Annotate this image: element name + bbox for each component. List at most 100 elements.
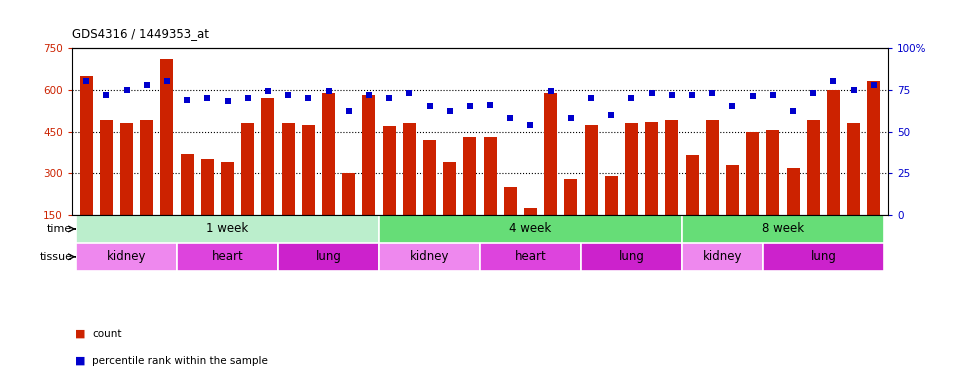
Bar xyxy=(581,243,682,271)
Point xyxy=(442,108,457,114)
Point xyxy=(564,115,579,121)
Point xyxy=(725,103,740,109)
Point xyxy=(805,90,821,96)
Text: kidney: kidney xyxy=(703,250,742,263)
Point xyxy=(321,88,336,94)
Bar xyxy=(625,123,638,215)
Bar xyxy=(76,215,379,243)
Bar xyxy=(444,162,456,215)
Point xyxy=(260,88,276,94)
Bar xyxy=(645,122,659,215)
Bar xyxy=(605,176,618,215)
Bar xyxy=(160,59,174,215)
Point xyxy=(664,92,680,98)
Point xyxy=(684,92,700,98)
Point xyxy=(341,108,356,114)
Bar xyxy=(806,121,820,215)
Bar xyxy=(685,155,699,215)
Bar xyxy=(80,76,93,215)
Bar xyxy=(382,126,396,215)
Point xyxy=(159,78,175,84)
Point xyxy=(846,87,861,93)
Point xyxy=(483,102,498,108)
Bar xyxy=(786,168,800,215)
Text: lung: lung xyxy=(810,250,836,263)
Text: time: time xyxy=(47,224,72,234)
Bar xyxy=(682,215,884,243)
Bar xyxy=(140,121,154,215)
Text: kidney: kidney xyxy=(410,250,449,263)
Bar xyxy=(241,123,254,215)
Text: lung: lung xyxy=(316,250,342,263)
Bar xyxy=(524,208,537,215)
Bar xyxy=(221,162,234,215)
Bar xyxy=(827,90,840,215)
Bar xyxy=(763,243,884,271)
Text: tissue: tissue xyxy=(39,252,72,262)
Bar xyxy=(726,165,739,215)
Text: ■: ■ xyxy=(75,329,85,339)
Point xyxy=(765,92,780,98)
Point xyxy=(624,95,639,101)
Text: count: count xyxy=(92,329,122,339)
Text: 1 week: 1 week xyxy=(206,222,249,235)
Point xyxy=(99,92,114,98)
Bar xyxy=(281,123,295,215)
Point xyxy=(361,92,376,98)
Text: kidney: kidney xyxy=(107,250,146,263)
Bar xyxy=(379,215,682,243)
Bar xyxy=(100,121,113,215)
Point xyxy=(644,90,660,96)
Point xyxy=(421,103,437,109)
Point xyxy=(401,90,417,96)
Bar xyxy=(278,243,379,271)
Bar xyxy=(201,159,214,215)
Point xyxy=(604,112,619,118)
Text: heart: heart xyxy=(515,250,546,263)
Bar xyxy=(301,124,315,215)
Point xyxy=(785,108,801,114)
Text: lung: lung xyxy=(618,250,644,263)
Point xyxy=(462,103,477,109)
Bar xyxy=(665,121,679,215)
Text: 4 week: 4 week xyxy=(510,222,552,235)
Point xyxy=(503,115,518,121)
Point xyxy=(826,78,841,84)
Bar xyxy=(322,93,335,215)
Point xyxy=(119,87,134,93)
Point xyxy=(220,98,235,104)
Text: ■: ■ xyxy=(75,356,85,366)
Bar xyxy=(544,93,557,215)
Bar xyxy=(76,243,177,271)
Bar xyxy=(504,187,516,215)
Bar xyxy=(682,243,763,271)
Bar xyxy=(261,98,275,215)
Point xyxy=(240,95,255,101)
Point xyxy=(280,92,296,98)
Point xyxy=(180,97,195,103)
Text: 8 week: 8 week xyxy=(762,222,804,235)
Bar xyxy=(480,243,581,271)
Point xyxy=(300,95,316,101)
Text: heart: heart xyxy=(211,250,244,263)
Bar xyxy=(120,123,133,215)
Bar xyxy=(746,131,759,215)
Bar xyxy=(180,154,194,215)
Point xyxy=(139,82,155,88)
Text: percentile rank within the sample: percentile rank within the sample xyxy=(92,356,268,366)
Point xyxy=(584,95,599,101)
Point xyxy=(381,95,396,101)
Bar xyxy=(342,173,355,215)
Point xyxy=(543,88,559,94)
Point xyxy=(745,93,760,99)
Point xyxy=(79,78,94,84)
Bar xyxy=(379,243,480,271)
Bar xyxy=(847,123,860,215)
Bar xyxy=(766,130,780,215)
Bar xyxy=(362,95,375,215)
Bar xyxy=(464,137,476,215)
Text: GDS4316 / 1449353_at: GDS4316 / 1449353_at xyxy=(72,27,209,40)
Point xyxy=(705,90,720,96)
Point xyxy=(866,82,881,88)
Point xyxy=(523,122,539,128)
